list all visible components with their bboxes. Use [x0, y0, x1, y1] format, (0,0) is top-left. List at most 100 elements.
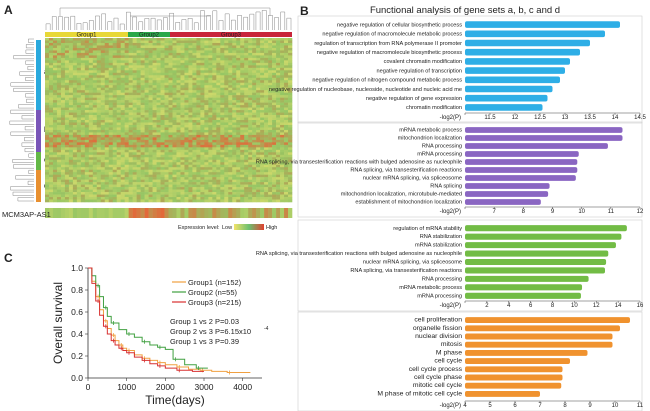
heatmap-cell — [96, 95, 102, 98]
heatmap-cell — [164, 142, 169, 146]
heatmap-cell — [168, 65, 173, 69]
bar-set-a — [465, 39, 590, 47]
heatmap-cell — [104, 80, 110, 84]
heatmap-cell — [172, 45, 177, 49]
heatmap-cell — [52, 167, 58, 170]
heatmap-cell — [184, 102, 189, 106]
heatmap-cell — [244, 137, 249, 141]
heatmap-cell — [132, 184, 137, 188]
heatmap-cell — [80, 92, 86, 96]
heatmap-cell — [144, 95, 149, 98]
heatmap-cell — [68, 132, 74, 136]
heatmap-cell — [120, 117, 125, 121]
heatmap-cell — [80, 42, 86, 46]
heatmap-cell — [232, 184, 237, 188]
heatmap-cell — [232, 55, 237, 59]
heatmap-cell — [224, 107, 229, 111]
heatmap-cell — [92, 154, 98, 158]
heatmap-cell — [200, 45, 205, 49]
heatmap-cell — [104, 42, 110, 46]
heatmap-cell — [108, 75, 114, 79]
heatmap-cell — [76, 174, 82, 178]
heatmap-cell — [72, 65, 78, 69]
heatmap-cell — [52, 139, 58, 143]
heatmap-cell — [152, 85, 157, 88]
heatmap-cell — [268, 50, 273, 54]
heatmap-cell — [108, 40, 114, 44]
heatmap-cell — [220, 65, 225, 69]
heatmap-cell — [220, 38, 225, 41]
heatmap-cell — [48, 137, 54, 141]
gene-row-cell — [104, 208, 110, 218]
heatmap-cell — [256, 162, 261, 166]
heatmap-cell — [188, 137, 193, 141]
heatmap-cell — [284, 144, 289, 148]
heatmap-cell — [232, 147, 237, 151]
heatmap-cell — [284, 97, 289, 101]
group-label: Group2 — [139, 33, 160, 39]
gene-row-cell — [76, 208, 82, 218]
heatmap-cell — [68, 177, 74, 180]
heatmap-cell — [76, 52, 82, 56]
heatmap-cell — [248, 194, 253, 198]
heatmap-cell — [272, 179, 277, 183]
heatmap-cell — [196, 85, 201, 88]
heatmap-cell — [120, 197, 125, 200]
heatmap-cell — [52, 142, 58, 146]
heatmap-cell — [196, 102, 201, 106]
heatmap-cell — [104, 199, 110, 203]
heatmap-cell — [272, 162, 277, 166]
heatmap-cell — [252, 192, 257, 195]
heatmap-cell — [128, 189, 133, 193]
heatmap-cell — [48, 107, 54, 111]
heatmap-cell — [204, 182, 209, 185]
heatmap-cell — [48, 85, 54, 88]
heatmap-cell — [140, 149, 145, 153]
heatmap-cell — [100, 162, 106, 166]
heatmap-cell — [84, 95, 90, 98]
heatmap-cell — [45, 164, 50, 168]
heatmap-cell — [200, 187, 205, 190]
heatmap-cell — [104, 38, 110, 41]
heatmap-cell — [260, 187, 265, 190]
heatmap-cell — [116, 122, 121, 126]
heatmap-cell — [268, 179, 273, 183]
heatmap-cell — [52, 75, 58, 79]
heatmap-cell — [68, 117, 74, 121]
heatmap-cell — [140, 194, 145, 198]
heatmap-cell — [200, 112, 205, 116]
heatmap-cell — [80, 127, 86, 131]
heatmap-cell — [232, 129, 237, 133]
heatmap-cell — [68, 134, 74, 138]
heatmap-cell — [160, 167, 165, 170]
heatmap-cell — [144, 50, 149, 54]
heatmap-cell — [88, 75, 94, 79]
dendrogram-branch — [237, 15, 242, 30]
heatmap-cell — [168, 177, 173, 180]
heatmap-cell — [52, 147, 58, 151]
heatmap-cell — [288, 172, 293, 175]
heatmap-cell — [196, 47, 201, 51]
heatmap-cell — [280, 197, 285, 200]
heatmap-cell — [45, 92, 50, 96]
heatmap-cell — [244, 120, 249, 123]
heatmap-cell — [288, 134, 293, 138]
heatmap-cell — [176, 52, 181, 56]
heatmap-cell — [184, 85, 189, 88]
heatmap-cell — [148, 129, 153, 133]
heatmap-cell — [48, 182, 54, 185]
heatmap-cell — [240, 124, 245, 128]
heatmap-cell — [284, 184, 289, 188]
x-tick-label: 10 — [612, 403, 619, 409]
heatmap-cell — [56, 192, 62, 195]
heatmap-cell — [288, 50, 293, 54]
bar-set-b — [465, 183, 550, 189]
heatmap-cell — [84, 157, 90, 161]
heatmap-cell — [148, 157, 153, 161]
heatmap-cell — [108, 77, 114, 81]
dendrogram-branch — [25, 93, 34, 98]
heatmap-cell — [208, 45, 213, 49]
heatmap-cell — [156, 90, 161, 93]
heatmap-cell — [108, 38, 114, 41]
heatmap-cell — [124, 122, 129, 126]
